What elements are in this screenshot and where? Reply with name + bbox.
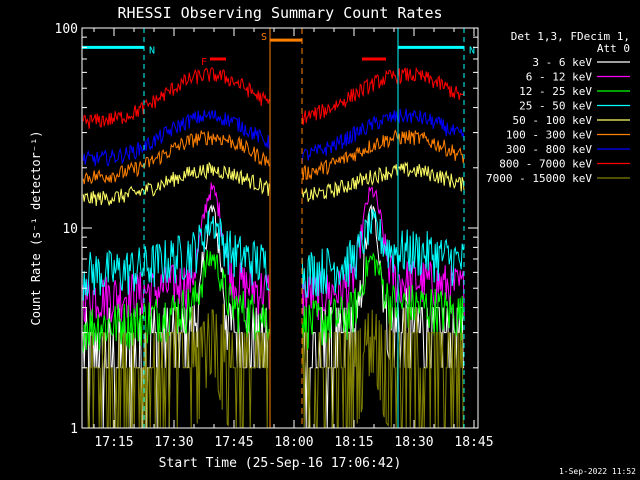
chart-title: RHESSI Observing Summary Count Rates	[117, 4, 442, 22]
legend: Det 1,3, FDecim 1,Att 0 3 - 6 keV 6 - 12 k…	[486, 30, 630, 185]
y-tick-label: 100	[55, 22, 78, 37]
x-tick-label: 18:15	[334, 435, 373, 450]
series-line-4	[82, 208, 465, 301]
plot-layer: N N F S	[82, 28, 475, 429]
x-tick-label: 18:30	[394, 435, 433, 450]
series-line-5	[82, 161, 465, 207]
legend-entry-label-2: 6 - 12 keV	[526, 71, 593, 84]
series-line-8	[82, 66, 465, 129]
legend-entry-label-8: 800 - 7000 keV	[499, 158, 592, 171]
legend-entry-label-4: 25 - 50 keV	[519, 100, 592, 113]
legend-entry-label-3: 12 - 25 keV	[519, 85, 592, 98]
series-line-7	[82, 108, 465, 167]
legend-header-line-1: Det 1,3, FDecim 1,	[511, 30, 630, 43]
y-tick-label: 10	[62, 222, 78, 237]
y-tick-label: 1	[70, 422, 78, 437]
x-tick-label: 17:45	[214, 435, 253, 450]
marker-label: N	[469, 45, 475, 56]
legend-entry-label-7: 300 - 800 keV	[506, 143, 592, 156]
x-tick-label: 17:15	[94, 435, 133, 450]
marker-label: N	[149, 45, 155, 56]
y-axis-label: Count Rate (s⁻¹ detector⁻¹)	[29, 130, 43, 325]
marker-label: S	[261, 32, 267, 43]
axis-layer: 1 10 100 17:15 17:30 17:45 18:00 18:15 18:30 18:4…	[55, 22, 494, 450]
series-line-6	[82, 129, 465, 185]
x-tick-label: 18:00	[274, 435, 313, 450]
legend-entry-label-9: 7000 - 15000 keV	[486, 172, 592, 185]
legend-entry-label-1: 3 - 6 keV	[532, 56, 592, 69]
marker-label: F	[201, 57, 207, 68]
x-tick-label: 18:45	[454, 435, 493, 450]
legend-entry-label-6: 100 - 300 keV	[506, 129, 592, 142]
series-line-2	[82, 182, 465, 323]
footer-timestamp: 1-Sep-2022 11:52	[559, 467, 636, 476]
legend-entry-label-5: 50 - 100 keV	[513, 114, 593, 127]
x-tick-label: 17:30	[154, 435, 193, 450]
x-axis-label: Start Time (25-Sep-16 17:06:42)	[159, 456, 402, 471]
legend-header-line-2: Att 0	[597, 42, 630, 55]
